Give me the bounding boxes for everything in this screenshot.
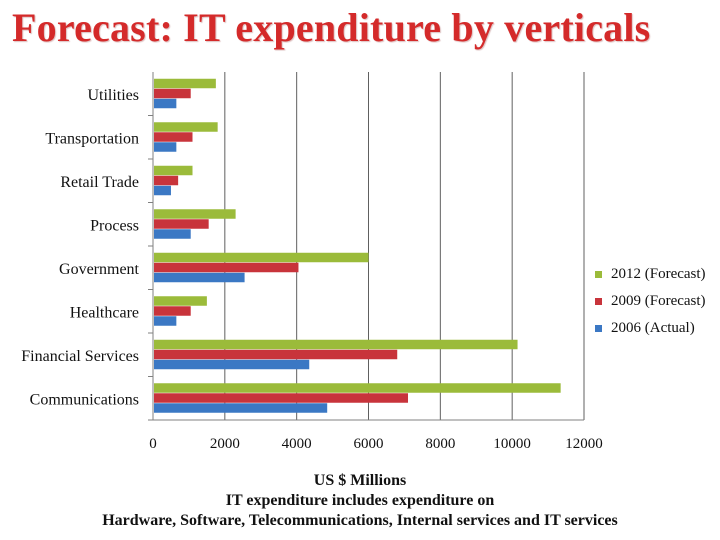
y-category-label-process: Process xyxy=(90,217,139,234)
bar-utilities-2012 xyxy=(154,78,216,89)
bar-government-2012 xyxy=(154,252,369,263)
y-category-label-retail-trade: Retail Trade xyxy=(60,174,139,191)
bar-healthcare-2009 xyxy=(154,306,191,316)
bar-retail-trade-2012 xyxy=(154,165,193,176)
bar-financial-services-2012 xyxy=(154,339,518,350)
x-tick-label-4000: 4000 xyxy=(282,436,312,452)
bar-transportation-2006 xyxy=(154,142,177,152)
y-category-label-government: Government xyxy=(59,261,140,278)
legend-swatch-2009 xyxy=(595,298,602,305)
x-tick-label-8000: 8000 xyxy=(425,436,455,452)
bar-financial-services-2006 xyxy=(154,359,310,370)
x-tick-label-2000: 2000 xyxy=(210,436,240,452)
legend-label-2012: 2012 (Forecast) xyxy=(611,266,706,282)
bar-chart: 0 2000 4000 6000 8000 10000 12000 Utilities Tran… xyxy=(21,72,706,452)
x-axis-title: US $ Millions xyxy=(313,472,407,489)
bar-utilities-2009 xyxy=(154,88,191,99)
bar-retail-trade-2009 xyxy=(154,175,179,186)
footnote-line-1: IT expenditure includes expenditure on xyxy=(225,492,495,509)
legend-swatch-2012 xyxy=(595,271,602,278)
bar-process-2012 xyxy=(154,209,236,219)
bar-communications-2006 xyxy=(154,403,328,413)
y-category-label-utilities: Utilities xyxy=(87,87,139,104)
bar-transportation-2009 xyxy=(154,132,193,142)
bar-process-2006 xyxy=(154,229,191,239)
bar-government-2009 xyxy=(154,262,299,273)
y-category-label-healthcare: Healthcare xyxy=(70,304,139,321)
y-category-label-communications: Communications xyxy=(30,391,139,408)
y-category-label-transportation: Transportation xyxy=(45,130,139,147)
x-tick-label-10000: 10000 xyxy=(493,436,531,452)
slide-title: Forecast: IT expenditure by verticals xyxy=(12,5,651,50)
bar-utilities-2006 xyxy=(154,98,177,109)
bar-government-2006 xyxy=(154,272,245,283)
footnote-line-2: Hardware, Software, Telecommunications, … xyxy=(102,512,618,529)
bar-healthcare-2006 xyxy=(154,316,177,326)
legend-label-2006: 2006 (Actual) xyxy=(611,320,695,336)
bar-healthcare-2012 xyxy=(154,296,207,306)
bar-financial-services-2009 xyxy=(154,349,398,360)
x-tick-label-0: 0 xyxy=(149,436,157,452)
x-tick-label-12000: 12000 xyxy=(565,436,603,452)
x-tick-label-6000: 6000 xyxy=(354,436,384,452)
legend-label-2009: 2009 (Forecast) xyxy=(611,293,706,309)
bar-communications-2012 xyxy=(154,383,561,393)
bar-retail-trade-2006 xyxy=(154,185,171,196)
bar-process-2009 xyxy=(154,219,209,229)
y-category-label-financial-services: Financial Services xyxy=(21,348,139,365)
bar-transportation-2012 xyxy=(154,122,218,132)
legend-swatch-2006 xyxy=(595,325,602,332)
bar-communications-2009 xyxy=(154,393,409,403)
